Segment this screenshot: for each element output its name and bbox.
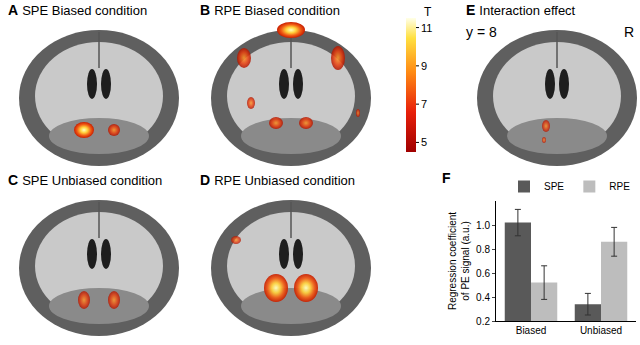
svg-text:0.4: 0.4 [476,292,490,303]
html-text:R: R [624,24,635,40]
html-text:D RPE Unbiased condition: D RPE Unbiased condition [200,172,355,188]
svg-text:Biased: Biased [516,325,547,336]
html-text:C SPE Unbiased condition: C SPE Unbiased condition [8,172,163,188]
svg-text:RPE: RPE [609,181,630,192]
svg-text:0.2: 0.2 [476,316,490,327]
svg-text:Unbiased: Unbiased [580,325,622,336]
svg-text:5: 5 [421,136,427,148]
html-text:B RPE Biased condition: B RPE Biased condition [200,2,340,18]
svg-text:7: 7 [421,98,427,110]
svg-text:0.8: 0.8 [476,244,490,255]
svg-text:11: 11 [421,22,432,34]
svg-text:SPE: SPE [544,181,564,192]
html-text:y = 8: y = 8 [466,24,497,40]
html-text:F: F [442,170,451,186]
svg-text:0.6: 0.6 [476,268,490,279]
svg-text:1.0: 1.0 [476,220,490,231]
svg-text:Regression coefficientof PE si: Regression coefficientof PE signal (a.u.… [447,212,471,310]
svg-text:9: 9 [421,60,427,72]
svg-text:T: T [424,5,432,19]
html-text:A SPE Biased condition: A SPE Biased condition [8,2,148,18]
html-text:E Interaction effect: E Interaction effect [466,2,576,18]
